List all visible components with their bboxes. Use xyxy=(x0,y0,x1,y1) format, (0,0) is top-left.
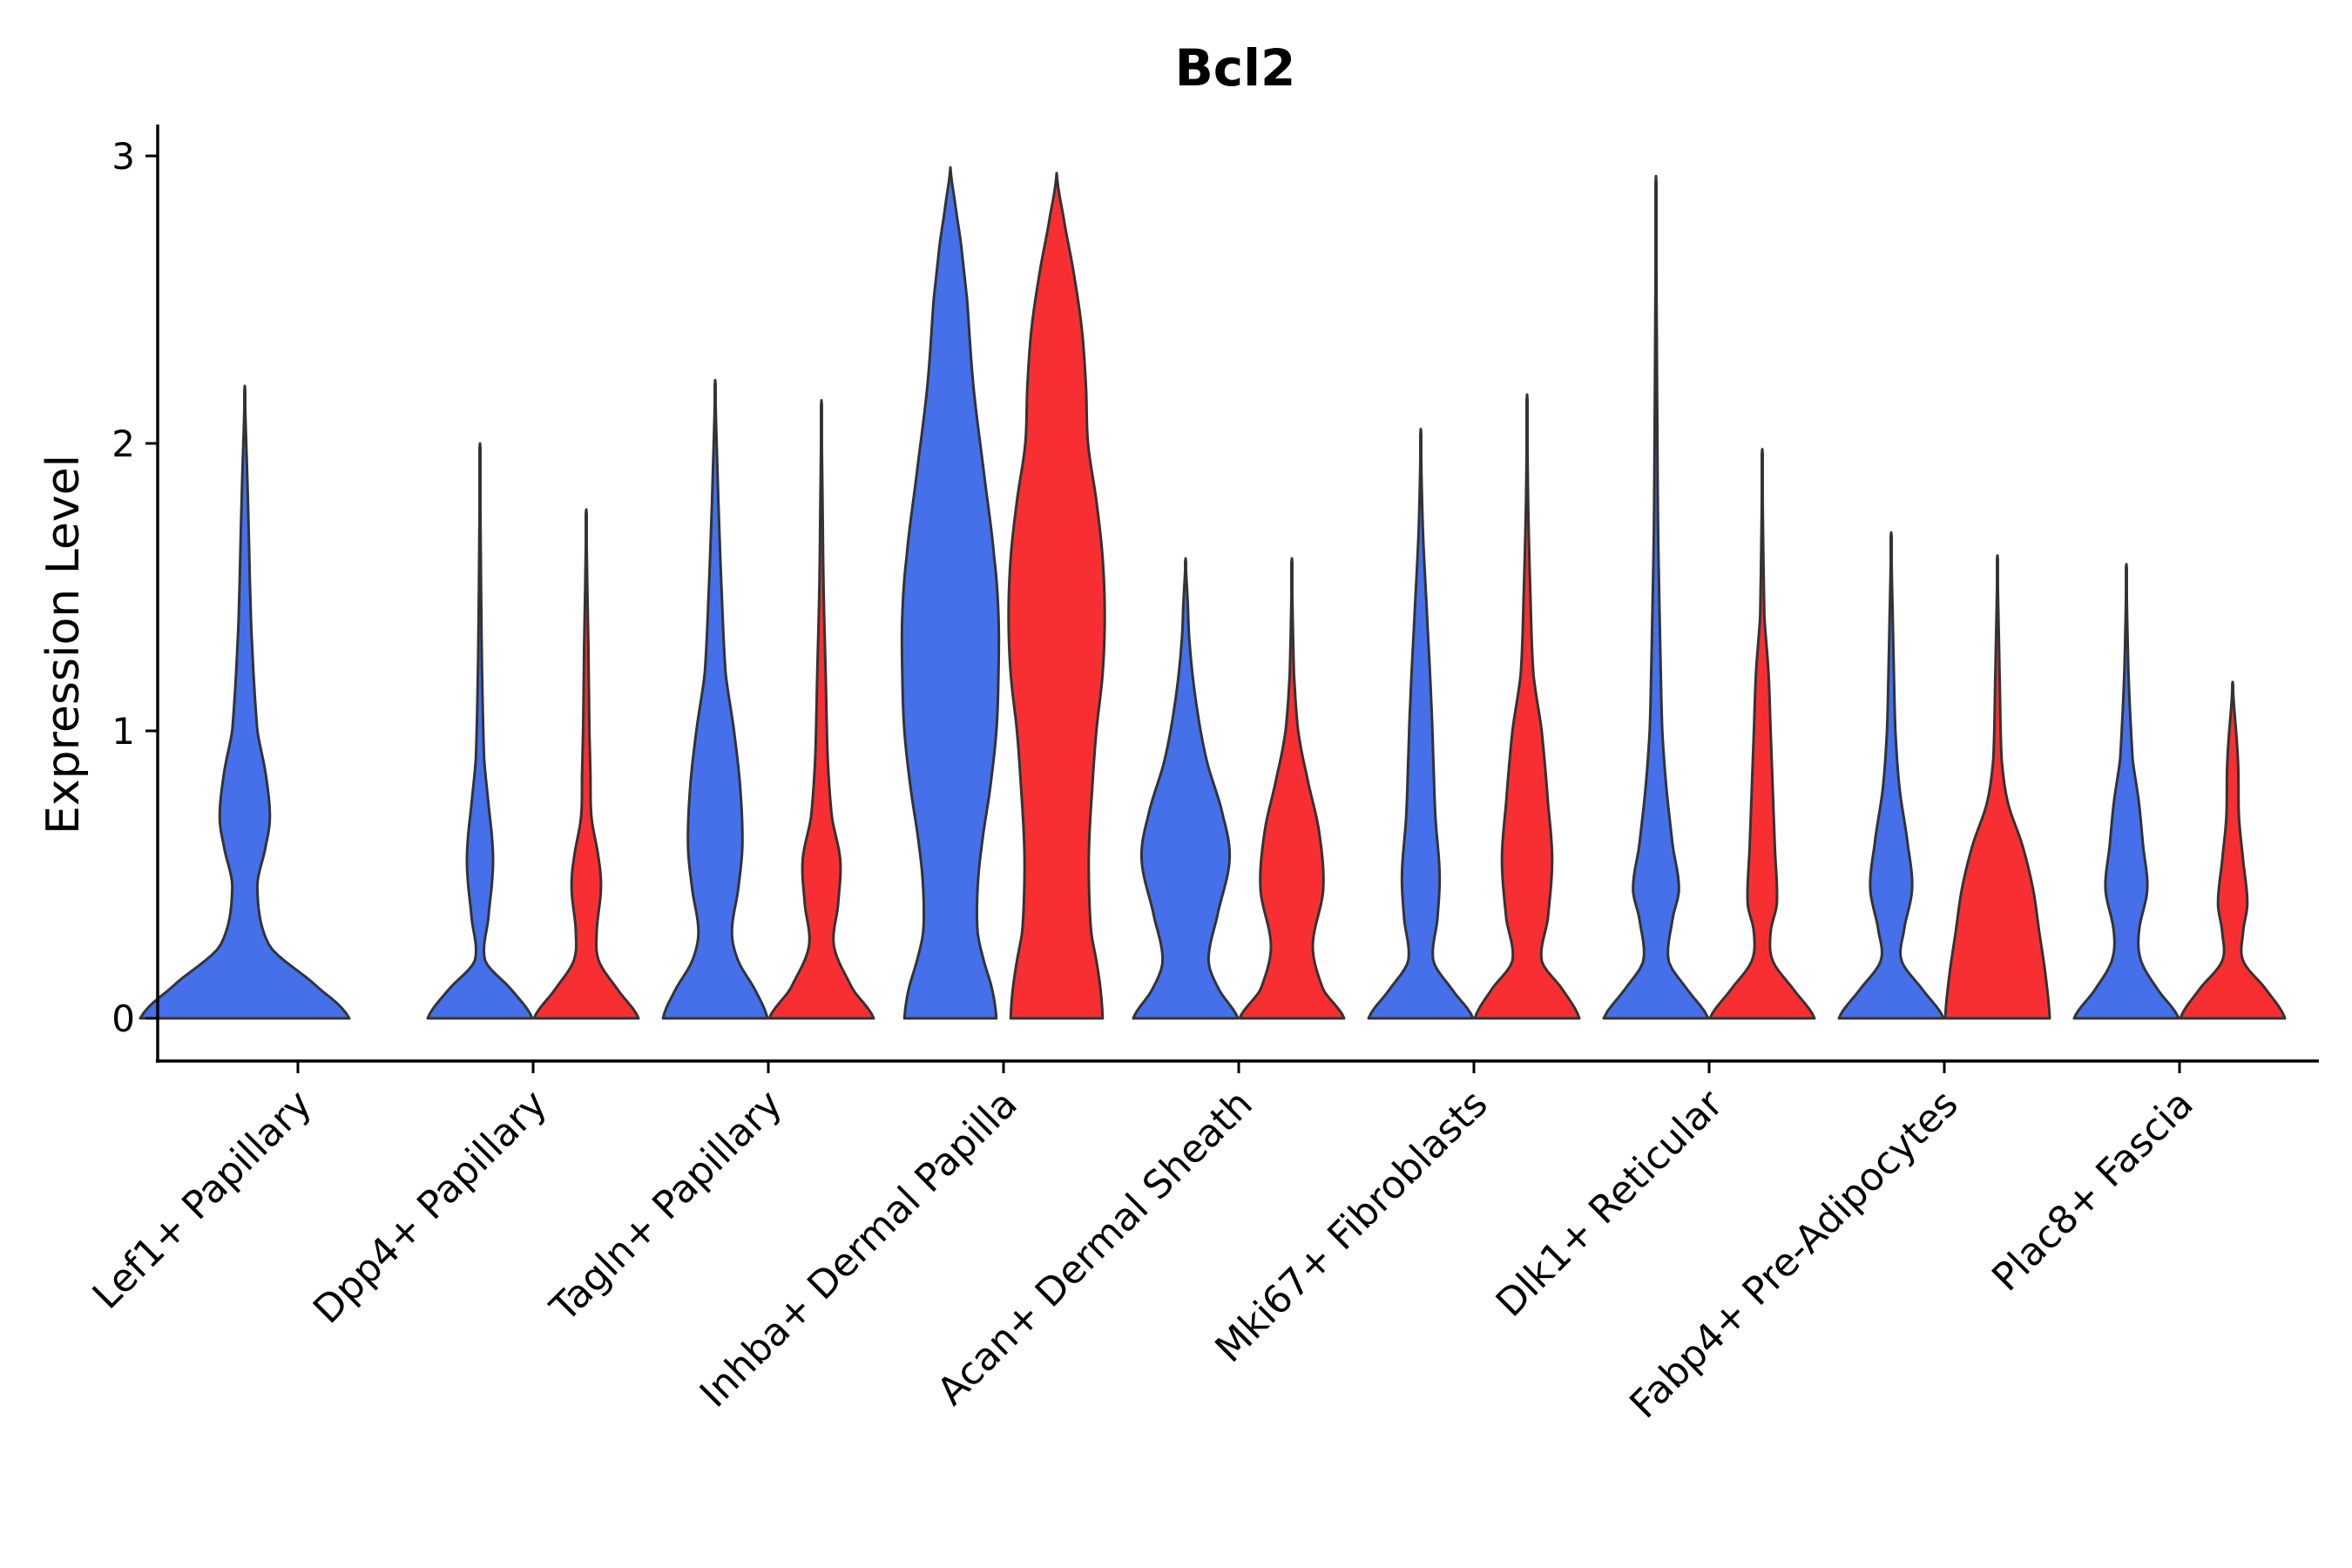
violin-blue xyxy=(1132,557,1240,1020)
violin-blue xyxy=(1837,531,1945,1020)
violin-red xyxy=(1943,554,2051,1020)
chart-title: Bcl2 xyxy=(1175,38,1296,98)
violin-blue xyxy=(426,442,534,1020)
x-tick-label: Tagln+ Papillary xyxy=(542,1082,791,1331)
violin-blue xyxy=(661,378,769,1020)
violin-red xyxy=(1473,393,1581,1020)
x-tick-label: Mki67+ Fibroblasts xyxy=(1206,1082,1496,1371)
x-tick-label: Lef1+ Papillary xyxy=(84,1082,321,1318)
x-tick-label: Dpp4+ Papillary xyxy=(305,1082,556,1333)
violin-red xyxy=(1238,557,1346,1020)
y-axis-ticks: 0 1 2 3 xyxy=(112,135,158,1040)
violin-blue xyxy=(1602,174,1710,1020)
violin-red xyxy=(767,399,875,1020)
violin-red xyxy=(1007,172,1106,1020)
violin-red xyxy=(1708,448,1816,1020)
violin-blue xyxy=(139,384,351,1020)
violin-blue xyxy=(2072,563,2180,1020)
violin-red xyxy=(2179,680,2287,1020)
x-tick-label: Dlk1+ Reticular xyxy=(1488,1081,1733,1326)
y-axis-label: Expression Level xyxy=(37,455,90,835)
violin-blue xyxy=(1367,428,1475,1020)
violin-blue xyxy=(900,166,1001,1020)
violin-red xyxy=(532,508,640,1020)
x-tick-label: Plac8+ Fascia xyxy=(1984,1082,2202,1301)
violin-plot-area xyxy=(139,166,2287,1020)
y-tick-label: 2 xyxy=(112,422,135,465)
y-tick-label: 1 xyxy=(112,710,135,753)
y-tick-label: 0 xyxy=(112,997,135,1040)
y-tick-label: 3 xyxy=(112,135,135,178)
